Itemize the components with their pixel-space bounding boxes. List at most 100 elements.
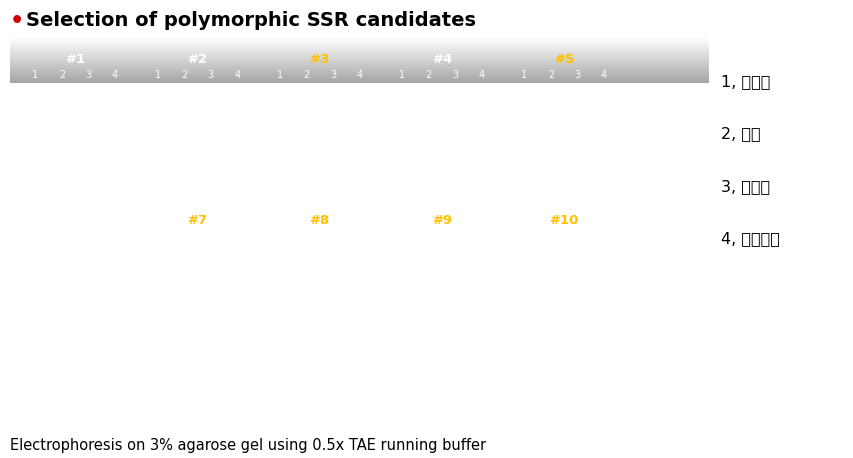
Text: 3, 사자발: 3, 사자발 bbox=[720, 179, 769, 194]
Bar bbox=[500, 94, 515, 101]
Bar bbox=[595, 318, 611, 325]
Text: 1, 야생쪽: 1, 야생쪽 bbox=[720, 74, 769, 89]
Text: 2: 2 bbox=[425, 70, 432, 80]
Bar bbox=[519, 344, 530, 349]
Bar bbox=[81, 152, 96, 158]
Bar bbox=[274, 85, 285, 91]
Bar bbox=[30, 85, 41, 91]
Bar bbox=[473, 268, 489, 275]
Text: 4: 4 bbox=[601, 70, 606, 80]
Bar bbox=[447, 253, 462, 260]
Text: 4: 4 bbox=[234, 70, 240, 80]
Bar bbox=[298, 98, 314, 105]
Bar bbox=[30, 120, 41, 126]
Text: 3: 3 bbox=[329, 70, 336, 80]
Bar bbox=[152, 234, 163, 240]
Bar bbox=[396, 365, 407, 371]
Bar bbox=[396, 269, 407, 275]
Bar bbox=[274, 120, 285, 126]
Text: 1: 1 bbox=[398, 70, 404, 80]
Text: 2: 2 bbox=[181, 70, 187, 80]
Bar bbox=[351, 257, 367, 264]
Bar bbox=[108, 133, 122, 140]
Bar bbox=[421, 94, 436, 101]
Bar bbox=[351, 118, 367, 125]
Text: •: • bbox=[10, 11, 25, 32]
Bar bbox=[396, 120, 407, 126]
Bar bbox=[447, 268, 462, 275]
Bar bbox=[622, 318, 637, 325]
Bar bbox=[421, 109, 436, 117]
Bar bbox=[177, 297, 192, 304]
Bar bbox=[421, 284, 436, 290]
Bar bbox=[396, 160, 407, 166]
Bar bbox=[30, 269, 41, 275]
Bar bbox=[396, 234, 407, 240]
Text: 4: 4 bbox=[112, 231, 118, 241]
Text: Electrophoresis on 3% agarose gel using 0.5x TAE running buffer: Electrophoresis on 3% agarose gel using … bbox=[10, 437, 486, 453]
Bar bbox=[55, 133, 69, 140]
Bar bbox=[152, 183, 163, 189]
Bar bbox=[298, 138, 314, 145]
Bar bbox=[519, 120, 530, 126]
Bar bbox=[421, 253, 436, 260]
Bar bbox=[519, 234, 530, 240]
Bar bbox=[177, 102, 191, 109]
Text: 3: 3 bbox=[207, 231, 213, 241]
Bar bbox=[274, 387, 285, 393]
Text: #10: #10 bbox=[548, 214, 578, 227]
Bar bbox=[543, 303, 558, 310]
Bar bbox=[30, 251, 41, 258]
Bar bbox=[108, 94, 122, 101]
Bar bbox=[519, 269, 530, 275]
Bar bbox=[447, 314, 462, 321]
Bar bbox=[298, 167, 314, 174]
Bar bbox=[274, 365, 285, 371]
Text: 3: 3 bbox=[207, 70, 213, 80]
Bar bbox=[543, 288, 558, 294]
Bar bbox=[274, 234, 285, 240]
Text: 4, 싸주아리: 4, 싸주아리 bbox=[720, 231, 779, 246]
Bar bbox=[569, 272, 584, 279]
Bar bbox=[55, 152, 69, 158]
Text: #1: #1 bbox=[65, 53, 85, 66]
Text: 3: 3 bbox=[329, 231, 336, 241]
Bar bbox=[519, 286, 530, 292]
Bar bbox=[569, 303, 584, 310]
Bar bbox=[274, 103, 285, 109]
Bar bbox=[500, 109, 515, 117]
Bar bbox=[351, 272, 367, 279]
Bar bbox=[378, 272, 393, 279]
Bar bbox=[81, 94, 96, 101]
Bar bbox=[447, 156, 462, 163]
Bar bbox=[177, 152, 191, 158]
Bar bbox=[447, 94, 462, 101]
Text: 2: 2 bbox=[303, 70, 309, 80]
Bar bbox=[351, 133, 367, 140]
Bar bbox=[30, 234, 41, 240]
Text: 4: 4 bbox=[601, 231, 606, 241]
Bar bbox=[396, 387, 407, 393]
Bar bbox=[55, 192, 69, 199]
Bar bbox=[568, 156, 586, 163]
Text: #2: #2 bbox=[187, 53, 207, 66]
Text: 1: 1 bbox=[32, 70, 38, 80]
Bar bbox=[622, 257, 637, 264]
Bar bbox=[447, 140, 462, 147]
Bar bbox=[152, 365, 163, 371]
Bar bbox=[274, 139, 285, 145]
Bar bbox=[274, 269, 285, 275]
Bar bbox=[473, 284, 489, 290]
Bar bbox=[274, 207, 285, 214]
Bar bbox=[622, 288, 637, 294]
Bar bbox=[230, 125, 244, 132]
Bar bbox=[177, 125, 191, 132]
Bar bbox=[519, 103, 530, 109]
Bar bbox=[108, 152, 122, 158]
Text: #6: #6 bbox=[65, 214, 85, 227]
Bar bbox=[55, 94, 69, 101]
Bar bbox=[622, 303, 637, 310]
Bar bbox=[351, 104, 367, 111]
Bar bbox=[230, 202, 244, 208]
Bar bbox=[298, 153, 314, 159]
